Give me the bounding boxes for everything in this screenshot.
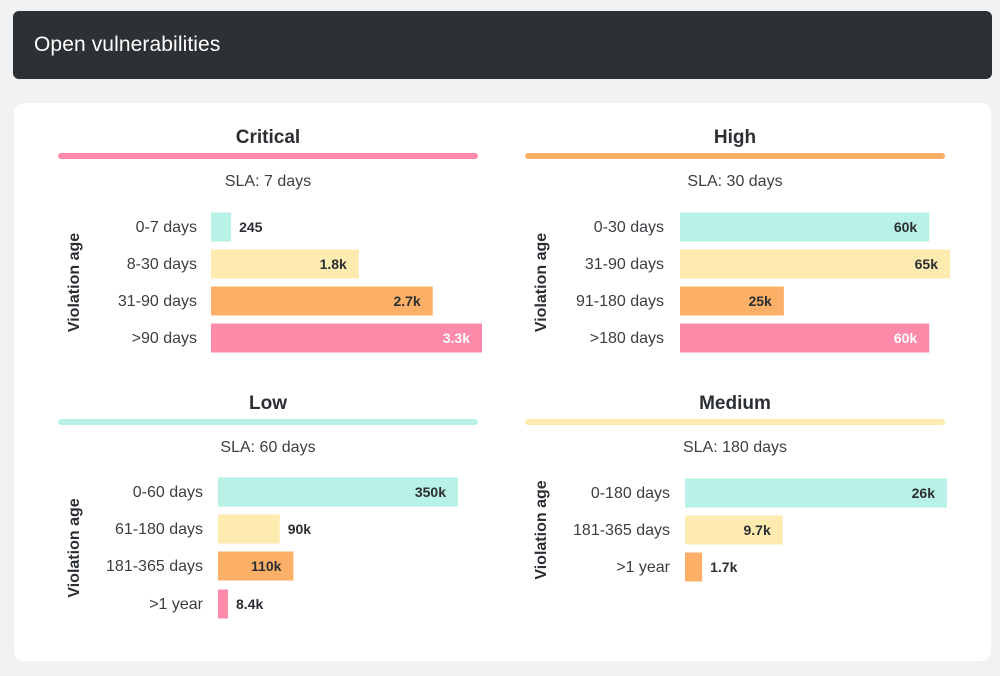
category-label: 8-30 days: [127, 256, 197, 273]
category-label: 181-365 days: [573, 522, 670, 539]
sla-label: SLA: 7 days: [225, 173, 311, 190]
category-label: 0-60 days: [133, 484, 203, 501]
value-label: 1.7k: [710, 559, 737, 575]
low-chart-svg: Low SLA: 60 days Violation age 0-60 days 350…: [58, 393, 478, 619]
bar: [685, 515, 783, 545]
y-axis-label: Violation age: [533, 233, 550, 332]
value-label: 3.3k: [443, 330, 470, 346]
medium-chart: Medium SLA: 180 days Violation age 0-180 da…: [525, 386, 947, 626]
value-label: 8.4k: [236, 596, 263, 612]
category-label: 61-180 days: [115, 521, 203, 538]
category-label: >90 days: [132, 330, 197, 347]
high-chart-svg: High SLA: 30 days Violation age 0-30 days 60…: [525, 127, 950, 353]
bar: [680, 249, 950, 279]
bar: [680, 323, 930, 353]
value-label: 65k: [915, 256, 939, 272]
high-accent-bar: [525, 153, 945, 159]
bar: [218, 477, 458, 507]
low-accent-bar: [58, 419, 478, 425]
value-label: 2.7k: [393, 293, 420, 309]
page-title: Open vulnerabilities: [34, 33, 221, 56]
category-label: 0-30 days: [594, 219, 664, 236]
page-header: Open vulnerabilities: [13, 11, 992, 79]
value-label: 26k: [912, 485, 936, 501]
category-label: 0-7 days: [136, 219, 197, 236]
y-axis-label: Violation age: [66, 233, 83, 332]
high-chart: High SLA: 30 days Violation age 0-30 days 60…: [525, 120, 950, 360]
chart-title: High: [714, 127, 756, 148]
charts-panel: [14, 103, 991, 661]
low-chart: Low SLA: 60 days Violation age 0-60 days 350…: [58, 386, 478, 626]
category-label: >1 year: [149, 596, 203, 613]
y-axis-label: Violation age: [66, 498, 83, 597]
category-label: 0-180 days: [591, 485, 670, 502]
value-label: 110k: [251, 558, 282, 574]
bar: [211, 212, 232, 242]
sla-label: SLA: 180 days: [683, 439, 787, 456]
sla-label: SLA: 60 days: [220, 439, 315, 456]
value-label: 9.7k: [743, 522, 770, 538]
bar: [218, 589, 228, 619]
medium-chart-svg: Medium SLA: 180 days Violation age 0-180 da…: [525, 393, 947, 582]
value-label: 350k: [415, 484, 446, 500]
chart-title: Medium: [699, 393, 771, 414]
critical-accent-bar: [58, 153, 478, 159]
critical-chart-svg: Critical SLA: 7 days Violation age 0-7 days…: [58, 127, 482, 353]
bar: [680, 286, 784, 316]
bar: [211, 323, 482, 353]
category-label: 31-90 days: [585, 256, 664, 273]
sla-label: SLA: 30 days: [687, 173, 782, 190]
critical-chart: Critical SLA: 7 days Violation age 0-7 days…: [58, 120, 482, 360]
chart-title: Critical: [236, 127, 300, 148]
category-label: 31-90 days: [118, 293, 197, 310]
value-label: 25k: [748, 293, 772, 309]
value-label: 60k: [894, 330, 918, 346]
y-axis-label: Violation age: [533, 480, 550, 579]
category-label: 91-180 days: [576, 293, 664, 310]
value-label: 90k: [288, 521, 312, 537]
bar: [218, 514, 280, 544]
category-label: >180 days: [590, 330, 664, 347]
bar: [211, 286, 433, 316]
bar: [680, 212, 930, 242]
bar: [685, 478, 947, 508]
bar: [218, 551, 294, 581]
chart-title: Low: [249, 393, 287, 414]
bar: [211, 249, 359, 279]
medium-accent-bar: [525, 419, 945, 425]
value-label: 245: [239, 219, 263, 235]
bar: [685, 552, 703, 582]
category-label: 181-365 days: [106, 558, 203, 575]
category-label: >1 year: [616, 559, 670, 576]
value-label: 60k: [894, 219, 918, 235]
value-label: 1.8k: [320, 256, 347, 272]
